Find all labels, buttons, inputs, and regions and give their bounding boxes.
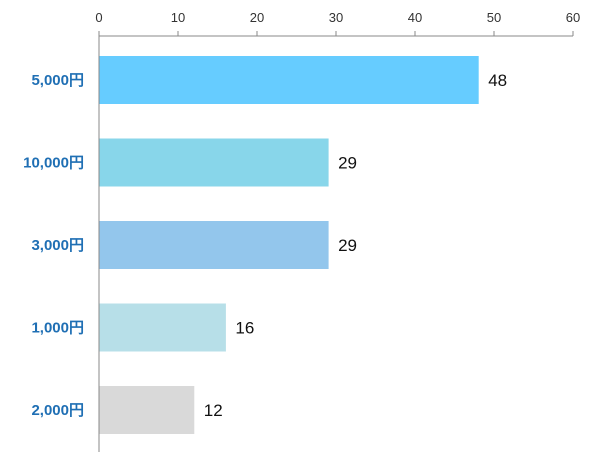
data-label-0: 48: [488, 71, 507, 90]
x-tick-label-0: 0: [95, 10, 102, 25]
bar-4: [99, 386, 195, 434]
x-tick-label-5: 50: [487, 10, 501, 25]
bars-group: [99, 56, 479, 434]
category-label-3: 1,000円: [31, 320, 84, 337]
category-label-2: 3,000円: [31, 237, 84, 254]
x-tick-label-2: 20: [250, 10, 264, 25]
category-labels: 5,000円 10,000円 3,000円 1,000円 2,000円: [23, 72, 84, 419]
data-label-4: 12: [204, 401, 223, 420]
x-tick-label-3: 30: [329, 10, 343, 25]
x-axis-ticks: 0 10 20 30 40 50 60: [95, 10, 580, 36]
category-label-1: 10,000円: [23, 155, 84, 172]
x-tick-label-4: 40: [408, 10, 422, 25]
x-tick-label-6: 60: [566, 10, 580, 25]
bar-3: [99, 303, 226, 352]
bar-1: [99, 138, 329, 187]
data-label-1: 29: [338, 154, 357, 173]
category-label-0: 5,000円: [31, 72, 84, 89]
x-tick-label-1: 10: [171, 10, 185, 25]
bar-2: [99, 221, 329, 269]
category-label-4: 2,000円: [31, 402, 84, 419]
data-label-2: 29: [338, 236, 357, 255]
data-labels: 48 29 29 16 12: [204, 71, 507, 420]
bar-0: [99, 56, 479, 104]
data-label-3: 16: [235, 319, 254, 338]
